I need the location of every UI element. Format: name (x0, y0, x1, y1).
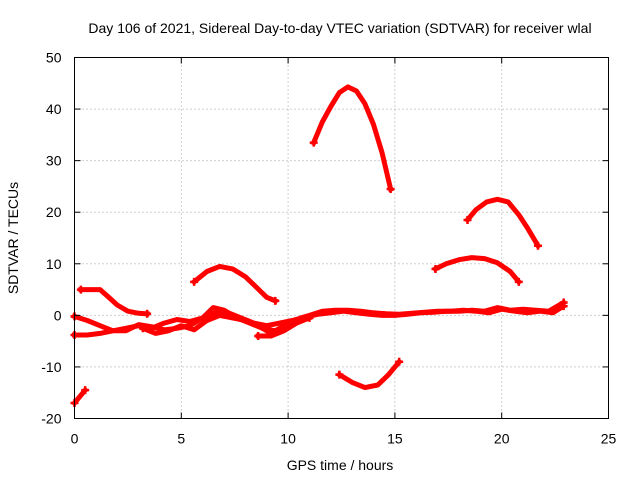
series-line-arc-3 (432, 255, 523, 286)
series-line-arc-7 (70, 386, 89, 407)
grid-lines (74, 57, 609, 419)
x-tick-label: 25 (601, 431, 617, 447)
series-endpoint-marker (386, 185, 395, 194)
y-tick-label: -20 (41, 411, 61, 427)
y-tick-label: 20 (46, 204, 62, 220)
series-endpoint-marker (463, 215, 472, 224)
x-tick-label: 15 (387, 431, 403, 447)
y-axis-title: SDTVAR / TECUs (5, 182, 21, 294)
series-endpoint-marker (559, 298, 568, 307)
series-line-arc-6 (335, 358, 403, 391)
x-tick-label: 0 (71, 431, 79, 447)
series-endpoint-marker (395, 357, 404, 366)
series-endpoint-marker (309, 138, 318, 147)
series-endpoint-marker (254, 331, 263, 340)
x-tick-label: 20 (494, 431, 510, 447)
series-endpoint-marker (271, 296, 280, 305)
series-line-arc-9 (72, 299, 568, 338)
y-tick-label: 10 (46, 256, 62, 272)
series-endpoint-marker (335, 370, 344, 379)
y-tick-label: 50 (46, 50, 62, 66)
series-endpoint-marker (305, 313, 314, 322)
chart-title: Day 106 of 2021, Sidereal Day-to-day VTE… (88, 20, 591, 36)
series-endpoint-marker (534, 241, 543, 250)
series-line-arc-1 (310, 84, 394, 193)
y-tick-label: 0 (54, 307, 62, 323)
series-endpoint-marker (431, 264, 440, 273)
data-series (70, 84, 568, 408)
axis-ticks: 0 5 10 15 20 25 -20 -10 0 10 20 30 40 50 (41, 50, 616, 447)
series-endpoint-marker (76, 285, 85, 294)
x-axis-title: GPS time / hours (287, 457, 394, 473)
y-tick-label: 30 (46, 153, 62, 169)
series-line-arc-2 (463, 196, 542, 250)
series-line-arc-5 (78, 287, 150, 317)
plot-frame (74, 57, 609, 419)
x-tick-label: 5 (177, 431, 185, 447)
series-endpoint-marker (143, 309, 152, 318)
series-endpoint-marker (81, 386, 90, 395)
series-endpoint-marker (190, 277, 199, 286)
series-endpoint-marker (138, 324, 147, 333)
series-line-arc-4 (190, 263, 279, 305)
series-line-arc-11 (255, 314, 313, 339)
y-tick-label: 40 (46, 101, 62, 117)
x-tick-label: 10 (280, 431, 296, 447)
series-line-arc-10 (139, 312, 288, 336)
y-tick-label: -10 (41, 359, 61, 375)
series-endpoint-marker (514, 277, 523, 286)
